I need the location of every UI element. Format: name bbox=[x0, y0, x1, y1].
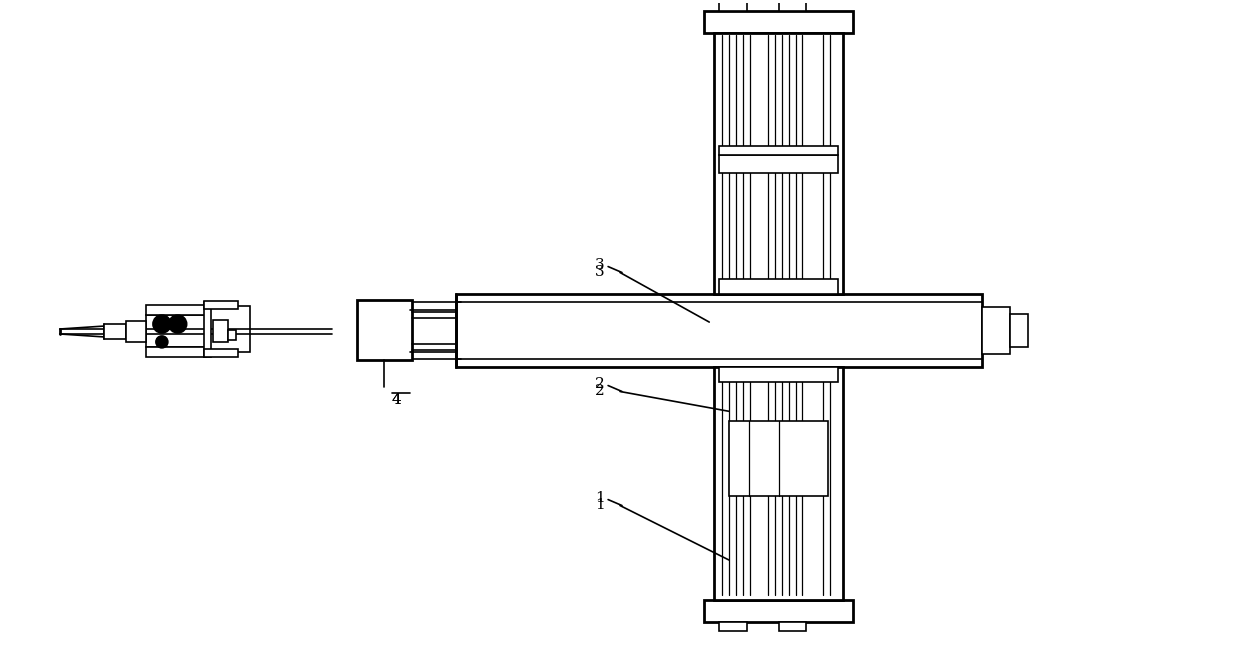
Bar bbox=[719, 622, 746, 632]
Bar bbox=[714, 32, 843, 295]
Bar bbox=[779, 622, 806, 632]
Bar bbox=[126, 321, 146, 342]
Circle shape bbox=[169, 315, 187, 333]
Bar bbox=[146, 315, 206, 347]
Bar bbox=[779, 1, 806, 11]
Bar bbox=[357, 301, 412, 359]
Text: 1: 1 bbox=[595, 491, 605, 504]
Bar bbox=[213, 320, 228, 342]
Bar bbox=[719, 367, 838, 381]
Bar bbox=[104, 324, 126, 339]
Bar bbox=[203, 303, 212, 357]
Bar bbox=[203, 349, 238, 357]
Text: 1: 1 bbox=[595, 498, 605, 512]
Bar bbox=[719, 156, 838, 173]
Bar bbox=[719, 1, 746, 11]
Bar bbox=[704, 11, 853, 32]
Circle shape bbox=[156, 336, 167, 348]
Bar bbox=[719, 146, 838, 156]
Bar bbox=[146, 347, 206, 357]
Bar bbox=[203, 301, 238, 309]
Bar bbox=[704, 600, 853, 622]
Text: 2: 2 bbox=[595, 377, 605, 391]
Bar bbox=[719, 279, 838, 295]
Bar bbox=[146, 305, 206, 315]
Bar bbox=[208, 307, 250, 352]
Circle shape bbox=[153, 315, 171, 333]
Bar bbox=[1009, 314, 1028, 347]
Bar bbox=[982, 307, 1009, 354]
Bar bbox=[714, 367, 843, 600]
Bar bbox=[228, 330, 237, 340]
Text: 4: 4 bbox=[392, 393, 402, 408]
Bar bbox=[409, 303, 456, 359]
Circle shape bbox=[157, 319, 167, 329]
Text: 4: 4 bbox=[392, 393, 402, 408]
Bar bbox=[456, 295, 982, 367]
Text: 3: 3 bbox=[595, 258, 605, 271]
Bar bbox=[729, 421, 828, 496]
Text: 2: 2 bbox=[595, 383, 605, 398]
Circle shape bbox=[172, 319, 182, 329]
Text: 3: 3 bbox=[595, 265, 605, 279]
